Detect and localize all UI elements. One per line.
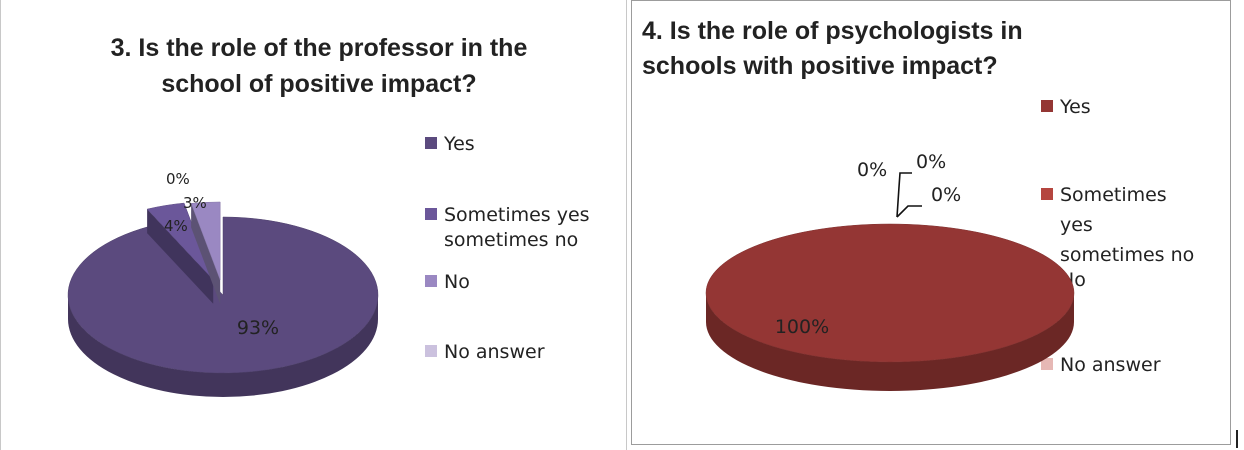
legend-label: sometimes no	[1060, 244, 1194, 266]
legend-label: Yes	[1059, 96, 1091, 118]
legend-label: Sometimes	[1060, 184, 1167, 206]
legend-label: Yes	[443, 133, 475, 155]
chart-title-line: schools with positive impact?	[642, 52, 998, 80]
legend-swatch	[425, 208, 437, 220]
data-label: 0%	[916, 151, 946, 173]
legend-swatch	[425, 345, 437, 357]
legend-label: yes	[1060, 214, 1093, 236]
pie-slice-no	[190, 201, 221, 281]
legend-label: No answer	[444, 341, 545, 363]
chart-title-line: 3. Is the role of the professor in the	[111, 34, 528, 62]
data-label: 0%	[857, 159, 887, 181]
data-label: 0%	[166, 170, 190, 188]
leader-line	[896, 172, 912, 218]
pie-chart-professor: 3. Is the role of the professor in the sc…	[67, 34, 590, 397]
pie-chart-psychologists: 4. Is the role of psychologists in school…	[642, 17, 1194, 391]
leader-line	[896, 205, 922, 218]
data-label: 93%	[237, 317, 279, 339]
legend-label: sometimes no	[444, 229, 578, 251]
pie-slice-sometimes-yes-sometimes-no	[146, 202, 214, 280]
legend-label: No	[444, 271, 470, 293]
pie-slice-edge	[147, 209, 214, 304]
legend-swatch	[1041, 188, 1053, 200]
pie-slice-edge	[191, 203, 221, 304]
chart-panel-professor: 3. Is the role of the professor in the sc…	[0, 0, 627, 450]
pie-slice-yes	[705, 223, 1075, 363]
chart-title-line: school of positive impact?	[161, 70, 476, 98]
data-label: 4%	[164, 217, 188, 235]
chart-panel-psychologists: 4. Is the role of psychologists in school…	[631, 0, 1231, 445]
pie-slice-side	[706, 293, 1074, 391]
legend-swatch	[425, 137, 437, 149]
chart-title-line: 4. Is the role of psychologists in	[642, 17, 1023, 45]
legend-swatch	[1041, 100, 1053, 112]
text-cursor-mark	[1236, 430, 1238, 448]
legend-label: Sometimes yes	[444, 204, 590, 226]
data-label: 3%	[183, 194, 207, 212]
pie-slice-yes	[67, 216, 379, 374]
legend-label: No answer	[1060, 354, 1161, 376]
legend-swatch	[1041, 358, 1053, 370]
pie-slice-side	[68, 295, 378, 397]
legend-swatch	[425, 275, 437, 287]
data-label: 100%	[775, 316, 829, 338]
data-label: 0%	[931, 184, 961, 206]
